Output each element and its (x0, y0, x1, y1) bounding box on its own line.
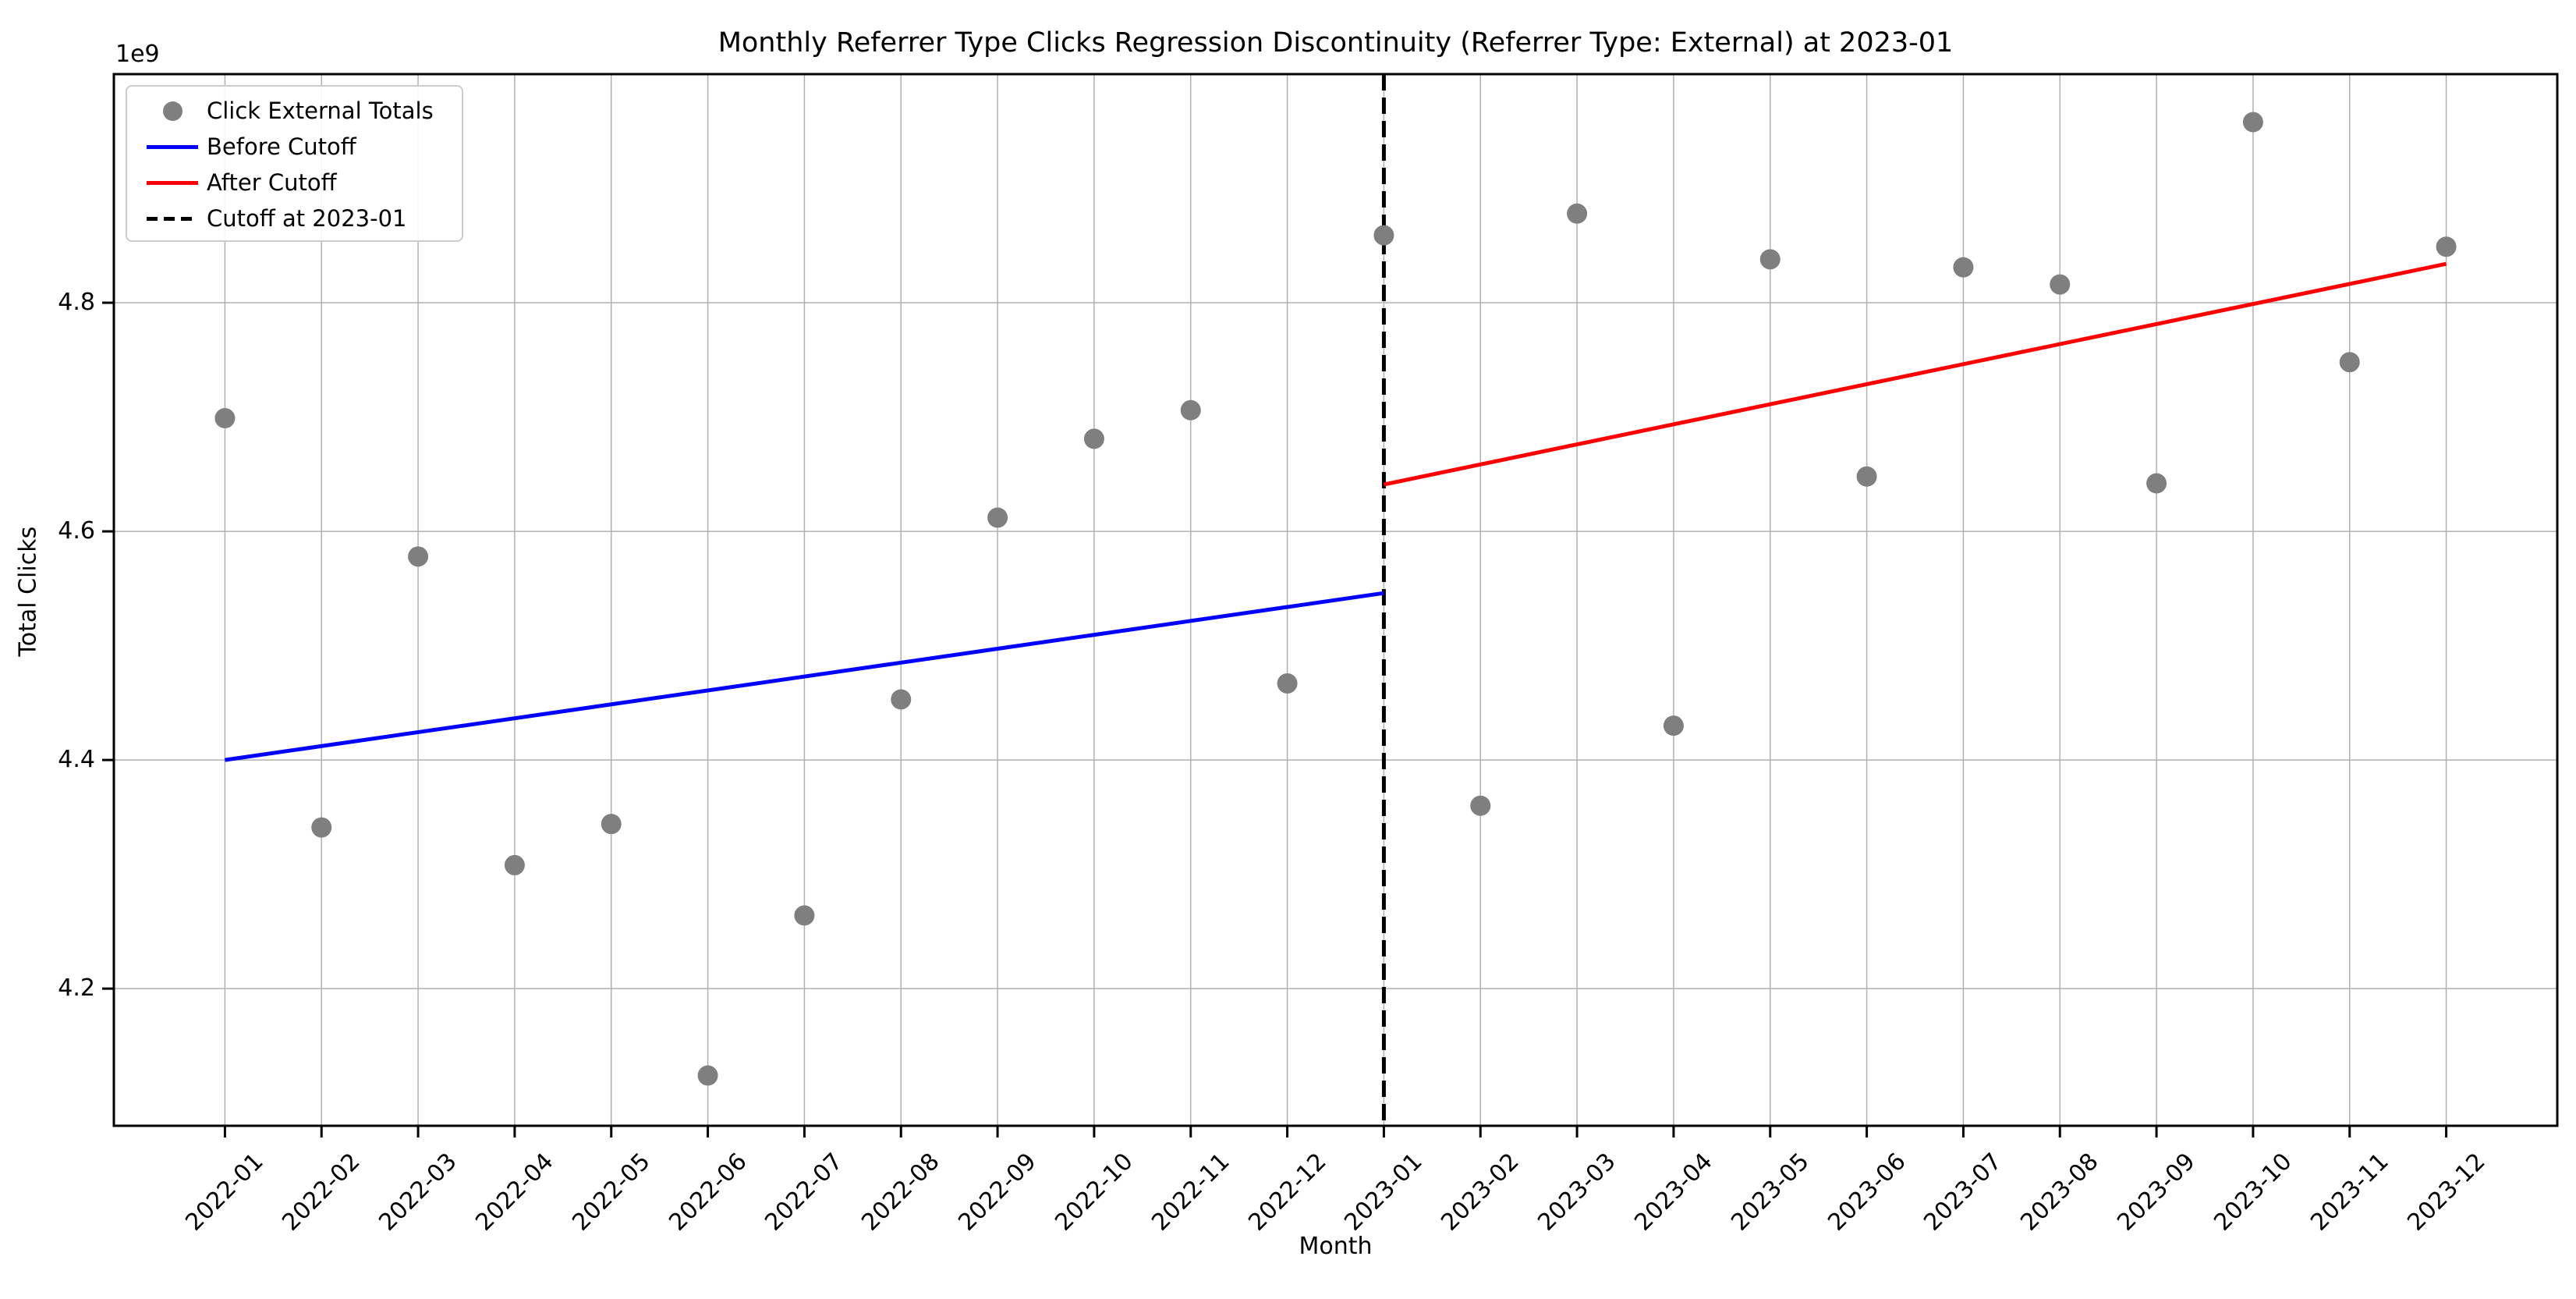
after-line-marker-icon (147, 180, 198, 185)
scatter-marker-icon (162, 101, 182, 121)
legend-label: After Cutoff (207, 169, 337, 196)
scatter-point (1759, 249, 1781, 270)
scatter-point (214, 408, 236, 429)
legend-label: Cutoff at 2023-01 (207, 205, 407, 232)
y-tick-label: 4.6 (58, 517, 95, 545)
after-cutoff-line (1383, 261, 2447, 487)
legend-item-after-cutoff: After Cutoff (127, 165, 462, 201)
scatter-point (2242, 112, 2263, 133)
scatter-point (408, 546, 429, 567)
scatter-point (1277, 673, 1298, 694)
scatter-point (2050, 274, 2071, 295)
scatter-point (2436, 236, 2457, 257)
x-axis-label: Month (1299, 1233, 1373, 1260)
legend-label: Before Cutoff (207, 133, 356, 160)
scatter-point (504, 854, 525, 875)
scatter-point (1663, 715, 1684, 736)
legend-item-before-cutoff: Before Cutoff (127, 129, 462, 165)
scatter-point (1470, 795, 1491, 816)
axes-spines (112, 73, 2559, 1127)
scatter-point (2146, 473, 2167, 494)
y-tick-label: 4.8 (58, 289, 95, 317)
scatter-point (891, 689, 912, 710)
scatter-point (697, 1065, 718, 1086)
y-axis-offset-text: 1e9 (115, 41, 160, 68)
scatter-point (2339, 352, 2360, 373)
y-tick-label: 4.2 (58, 974, 95, 1003)
y-tick-label: 4.4 (58, 746, 95, 774)
scatter-point (311, 817, 332, 838)
y-axis-label: Total Clicks (14, 526, 42, 657)
legend: Click External Totals Before Cutoff Afte… (126, 85, 463, 242)
before-line-marker-icon (147, 144, 198, 149)
scatter-point (987, 507, 1008, 528)
scatter-point (1953, 257, 1974, 278)
cutoff-dashed-line-marker-icon (147, 216, 198, 221)
chart-title: Monthly Referrer Type Clicks Regression … (718, 27, 1954, 59)
scatter-point (1083, 428, 1104, 449)
legend-label: Click External Totals (207, 98, 434, 124)
scatter-point (1180, 399, 1201, 421)
scatter-point (794, 905, 815, 926)
legend-item-cutoff: Cutoff at 2023-01 (127, 201, 462, 236)
scatter-point (1856, 466, 1877, 487)
legend-item-scatter: Click External Totals (127, 93, 462, 129)
scatter-point (601, 814, 622, 835)
before-cutoff-line (225, 591, 1384, 762)
scatter-point (1373, 225, 1394, 246)
scatter-point (1567, 203, 1588, 224)
